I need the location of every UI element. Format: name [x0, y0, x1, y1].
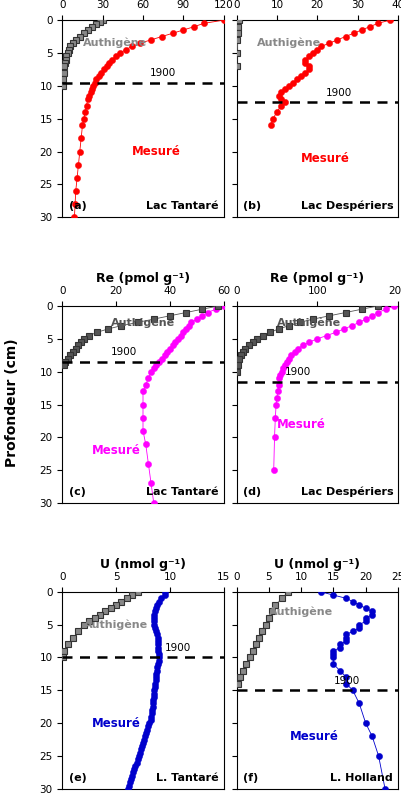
Text: (a): (a) — [69, 201, 86, 212]
Text: Authigène: Authigène — [110, 317, 174, 328]
X-axis label: U (nmol g⁻¹): U (nmol g⁻¹) — [273, 558, 359, 571]
Text: Lac Tantaré: Lac Tantaré — [146, 487, 218, 497]
Text: Mesuré: Mesuré — [300, 151, 349, 164]
Text: Authigène: Authigène — [82, 38, 146, 48]
Text: Mesuré: Mesuré — [91, 716, 140, 729]
Text: 1900: 1900 — [324, 88, 351, 97]
Text: (d): (d) — [243, 487, 261, 497]
Text: Profondeur (cm): Profondeur (cm) — [5, 338, 19, 467]
Text: (e): (e) — [69, 773, 86, 783]
Text: Authigène: Authigène — [84, 619, 148, 630]
Text: Lac Despériers: Lac Despériers — [300, 487, 392, 497]
Text: Mesuré: Mesuré — [132, 145, 180, 158]
Text: Lac Despériers: Lac Despériers — [300, 200, 392, 212]
Text: L. Tantaré: L. Tantaré — [156, 773, 218, 783]
Text: Mesuré: Mesuré — [276, 418, 325, 431]
X-axis label: Re (pmol g⁻¹): Re (pmol g⁻¹) — [96, 272, 190, 285]
Text: (b): (b) — [243, 201, 261, 212]
Text: 1900: 1900 — [110, 347, 137, 357]
Text: Mesuré: Mesuré — [289, 730, 338, 743]
Text: Authigène: Authigène — [268, 606, 332, 617]
X-axis label: Re (pmol g⁻¹): Re (pmol g⁻¹) — [269, 272, 363, 285]
Text: 1900: 1900 — [164, 643, 190, 653]
Text: (f): (f) — [243, 773, 258, 783]
Text: L. Holland: L. Holland — [330, 773, 392, 783]
Text: Mesuré: Mesuré — [91, 444, 140, 457]
Text: 1900: 1900 — [332, 675, 359, 686]
X-axis label: U (nmol g⁻¹): U (nmol g⁻¹) — [100, 558, 186, 571]
Text: (c): (c) — [69, 487, 85, 497]
Text: Authigène: Authigène — [256, 38, 320, 48]
Text: 1900: 1900 — [284, 367, 310, 377]
Text: Authigène: Authigène — [276, 317, 340, 328]
Text: 1900: 1900 — [149, 68, 176, 78]
Text: Lac Tantaré: Lac Tantaré — [146, 201, 218, 212]
